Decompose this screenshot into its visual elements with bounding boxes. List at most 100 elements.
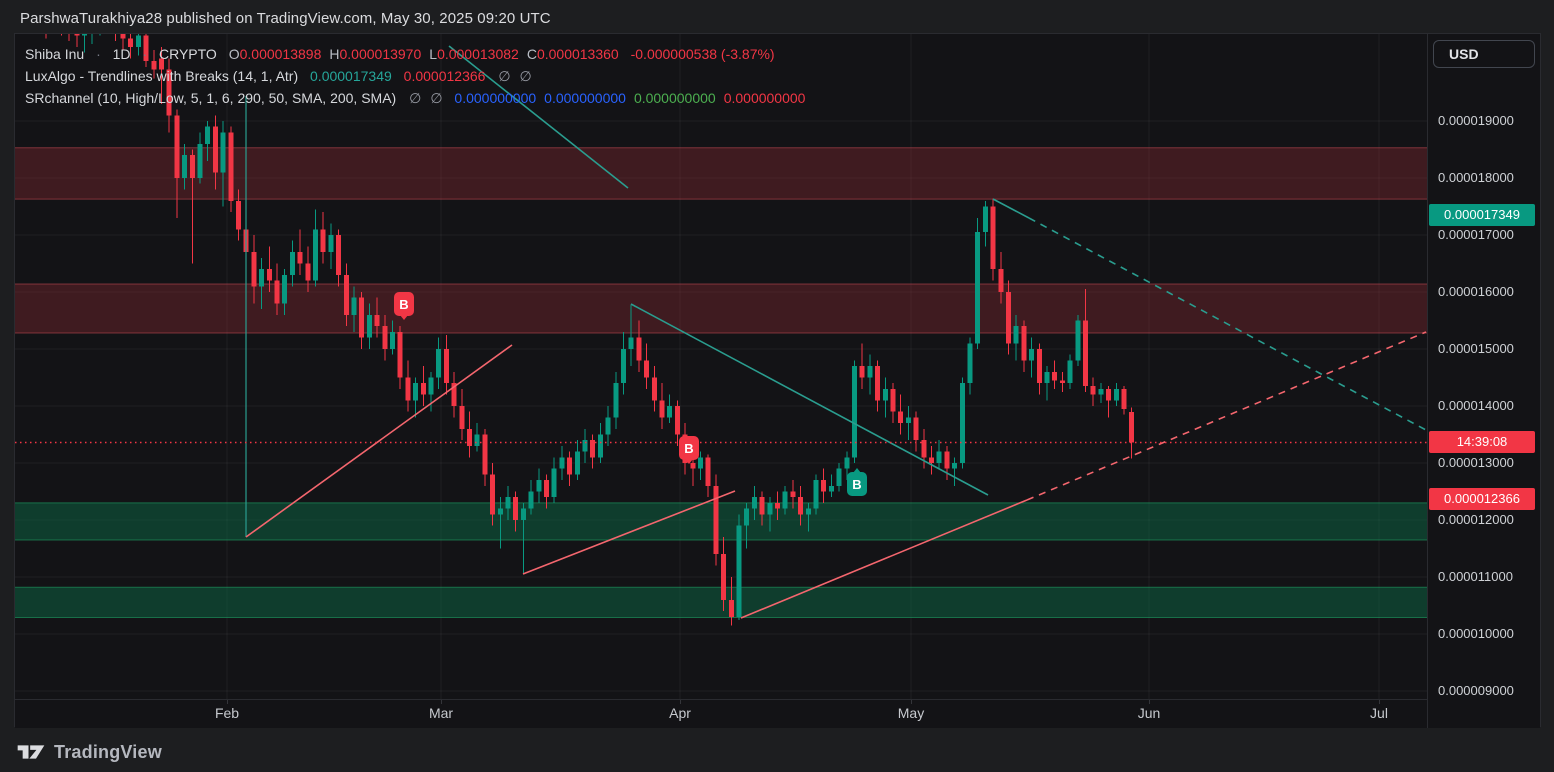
lower-trendline-feb (245, 344, 513, 538)
price-axis-label: 0.000010000 (1438, 626, 1514, 641)
candle-body (1013, 326, 1019, 344)
candle-body (828, 485, 834, 492)
candle-body (182, 155, 188, 178)
candle-body (551, 468, 557, 498)
candle-body (713, 485, 719, 555)
candle-body (520, 508, 526, 520)
candle-body (751, 497, 757, 509)
candle-body (636, 337, 642, 361)
candle-body (574, 451, 580, 475)
candle-body (205, 126, 211, 144)
candle-body (836, 468, 842, 486)
candle-body (644, 360, 650, 378)
candle-body (490, 474, 496, 515)
candle-body (736, 525, 742, 617)
publication-header-text: ParshwaTurakhiya28 published on TradingV… (20, 10, 551, 27)
candle-body (921, 440, 927, 458)
candle-body (374, 314, 380, 327)
time-axis-tick (1379, 700, 1380, 704)
candle-body (875, 366, 881, 401)
candle-body (798, 497, 804, 515)
price-axis-label: 0.000014000 (1438, 398, 1514, 413)
candle-body (382, 326, 388, 349)
price-axis-label: 0.000012000 (1438, 512, 1514, 527)
candle-body (1029, 349, 1035, 361)
candle-body (821, 480, 827, 492)
candle-body (482, 434, 488, 475)
candle-body (905, 417, 911, 424)
candle-body (74, 34, 80, 36)
break-label-down: B (394, 292, 414, 320)
countdown-badge: 14:39:08 (1429, 431, 1535, 454)
candle-body (767, 502, 773, 515)
price-chart: B B B (15, 34, 1427, 699)
candle-body (975, 232, 981, 344)
resistance-band (15, 147, 1427, 200)
time-axis-label: Jul (1370, 705, 1388, 721)
candle-body (336, 235, 342, 275)
lower-trendline-mar (522, 490, 736, 575)
candle-body (674, 406, 680, 435)
candle-body (651, 377, 657, 401)
price-axis-label: 0.000016000 (1438, 284, 1514, 299)
candle-body (698, 457, 703, 469)
candle-body (759, 497, 765, 515)
candle-body (528, 491, 534, 509)
candle-body (898, 411, 904, 424)
candle-body (236, 200, 241, 230)
tradingview-logo-icon[interactable] (16, 742, 46, 762)
candle-body (1067, 360, 1073, 384)
svg-text:B: B (852, 477, 861, 492)
candle-body (782, 491, 788, 509)
time-axis-tick (1149, 700, 1150, 704)
time-axis-label: Feb (214, 705, 240, 721)
time-axis-label: Apr (669, 705, 691, 721)
candle-body (728, 599, 734, 617)
candle-body (1021, 326, 1027, 361)
price-axis-label: 0.000019000 (1438, 113, 1514, 128)
svg-text:B: B (684, 441, 693, 456)
candle-body (282, 274, 288, 304)
candle-body (790, 491, 796, 498)
candle-body (882, 388, 888, 401)
candle-body (1083, 320, 1088, 387)
currency-toggle-button[interactable]: USD (1433, 40, 1535, 68)
price-axis-label: 0.000013000 (1438, 455, 1514, 470)
candle-body (228, 132, 234, 201)
candle-body (659, 400, 665, 418)
candle-body (929, 457, 934, 463)
candle-body (143, 35, 149, 62)
candle-body (220, 132, 226, 173)
candle-body (559, 457, 565, 469)
candle-body (544, 480, 549, 498)
candle-body (621, 349, 626, 384)
candle-body (159, 58, 164, 70)
candle-body (1121, 388, 1127, 409)
candle-body (397, 331, 403, 378)
candle-body (597, 434, 603, 458)
candle-body (944, 451, 950, 469)
candle-body (1098, 388, 1104, 395)
candle-body (1059, 380, 1065, 384)
candle-body (936, 451, 942, 463)
candle-body (320, 229, 326, 253)
candle-body (513, 497, 519, 520)
candle-body (436, 349, 442, 378)
break-label-up: B (847, 468, 867, 496)
time-axis[interactable]: Feb Mar Apr May Jun Jul (15, 699, 1427, 728)
candle-body (867, 366, 873, 378)
price-axis[interactable]: USD 0.000019000 0.000018000 0.000017000 0.0… (1427, 34, 1540, 728)
candle-body (1075, 320, 1081, 361)
candle-body (959, 383, 965, 463)
tradingview-logo-text[interactable]: TradingView (54, 741, 162, 762)
candle-body (313, 229, 318, 281)
candle-body (251, 252, 257, 287)
candle-body (120, 34, 126, 39)
candle-body (613, 383, 619, 418)
price-axis-label: 0.000011000 (1438, 569, 1513, 584)
candle-body (567, 457, 573, 475)
candle-body (1106, 388, 1112, 401)
candle-body (990, 206, 996, 270)
